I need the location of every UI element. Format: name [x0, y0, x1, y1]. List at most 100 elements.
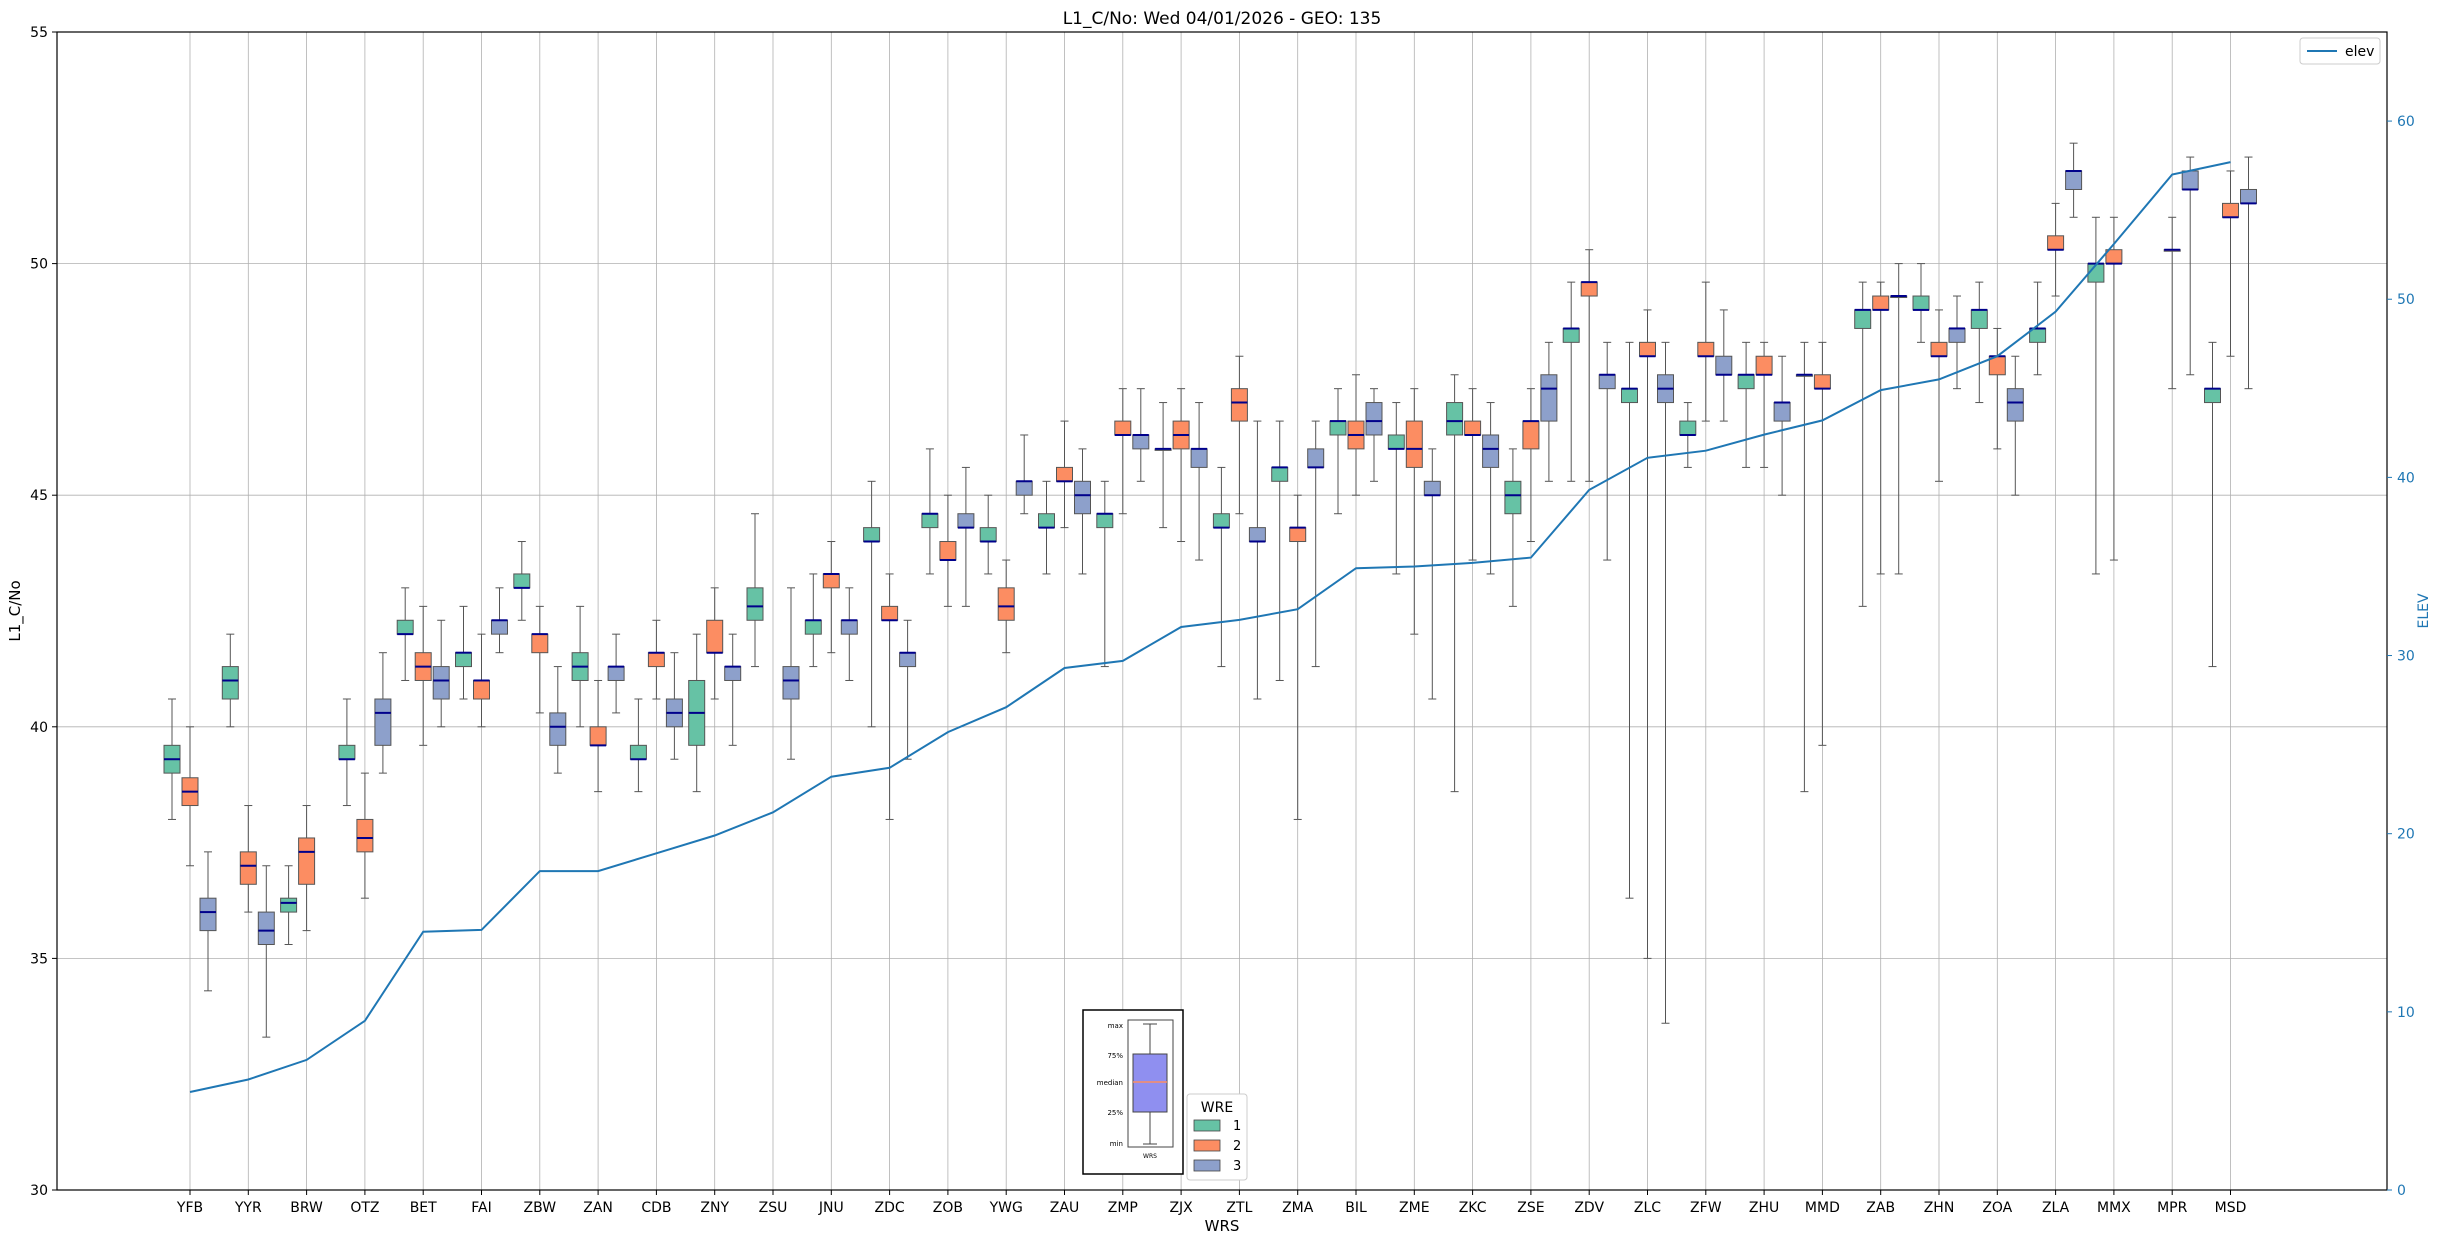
- wre-legend-label-2: 2: [1233, 1139, 1241, 1154]
- box-FAI-wre1: [455, 605, 472, 700]
- box-ZOA-wre3: [2006, 355, 2024, 496]
- box-ZAN-wre2: [589, 679, 607, 793]
- y-tick-label: 55: [30, 25, 48, 41]
- box-JNU-wre1: [804, 573, 822, 668]
- box-iqr: [822, 573, 840, 589]
- box-iqr: [921, 513, 939, 529]
- box-ZBW-wre2: [531, 605, 549, 714]
- box-ZTL-wre1: [1212, 466, 1230, 668]
- box-iqr: [1580, 281, 1598, 297]
- wre-legend: WRE 1 2 3: [1186, 1093, 1248, 1181]
- box-iqr: [199, 897, 217, 932]
- x-tick-label: ZLC: [1634, 1200, 1661, 1216]
- box-CDB-wre3: [665, 652, 683, 760]
- wre-legend-swatch-1: [1193, 1119, 1221, 1132]
- box-iqr: [491, 619, 508, 635]
- box-ZNY-wre1: [688, 633, 706, 793]
- box-iqr: [1621, 388, 1638, 404]
- y-axis-right: 0 10 20 30 40 50 60: [2387, 114, 2415, 1199]
- box-ZHU-wre1: [1737, 341, 1755, 468]
- box-ZFW-wre2: [1697, 281, 1715, 422]
- box-iqr: [1562, 327, 1580, 343]
- inset-label-max: max: [1108, 1022, 1123, 1030]
- box-ZAB-wre2: [1872, 281, 1890, 575]
- box-BET-wre3: [432, 619, 450, 728]
- x-tick-label: ZMA: [1282, 1200, 1314, 1216]
- y-axis-left: 30 35 40 45 50 55: [30, 25, 57, 1199]
- box-BET-wre1: [396, 587, 414, 681]
- y2-tick-label: 30: [2397, 649, 2415, 665]
- x-tick-label: MSD: [2215, 1200, 2247, 1216]
- wre-legend-label-3: 3: [1233, 1159, 1241, 1174]
- wre-legend-swatch-2: [1193, 1139, 1221, 1152]
- wre-legend-title: WRE: [1201, 1100, 1233, 1116]
- y2-tick-label: 0: [2397, 1183, 2406, 1199]
- box-ZLC-wre3: [1657, 341, 1674, 1024]
- box-ZLC-wre2: [1639, 309, 1656, 959]
- box-iqr: [1813, 374, 1831, 390]
- box-iqr: [899, 652, 917, 668]
- box-iqr: [473, 679, 490, 700]
- box-ZTL-wre2: [1230, 355, 1248, 515]
- x-tick-label: YFB: [176, 1200, 203, 1216]
- box-iqr: [1114, 420, 1132, 436]
- box-iqr: [804, 619, 822, 635]
- box-ZAN-wre3: [607, 633, 625, 714]
- box-ZFW-wre1: [1679, 402, 1697, 468]
- box-ZLA-wre3: [2065, 142, 2083, 218]
- box-iqr: [1190, 448, 1208, 468]
- box-iqr: [356, 818, 374, 853]
- x-tick-label: ZOB: [933, 1200, 963, 1216]
- box-iqr: [1405, 420, 1423, 468]
- box-iqr: [1639, 341, 1656, 357]
- box-iqr: [2047, 235, 2065, 251]
- box-ZMA-wre3: [1307, 420, 1325, 668]
- box-iqr: [957, 513, 975, 529]
- box-iqr: [396, 619, 414, 635]
- y2-axis-label: ELEV: [2416, 593, 2432, 628]
- box-BIL-wre2: [1347, 374, 1365, 496]
- x-tick-label: BRW: [290, 1200, 323, 1216]
- box-ZAB-wre3: [1890, 263, 1908, 575]
- x-tick-label: JNU: [818, 1200, 844, 1216]
- box-ZSU-wre1: [746, 513, 764, 668]
- box-ZDC-wre3: [899, 619, 917, 760]
- x-tick-label: OTZ: [350, 1200, 379, 1216]
- box-BIL-wre1: [1329, 388, 1347, 515]
- x-tick-label: ZAB: [1866, 1200, 1895, 1216]
- box-iqr: [1230, 388, 1248, 422]
- box-iqr: [1737, 374, 1755, 390]
- x-tick-label: ZDV: [1574, 1200, 1604, 1216]
- y2-tick-label: 20: [2397, 827, 2415, 843]
- x-tick-label: ZLA: [2042, 1200, 2070, 1216]
- box-iqr: [1715, 355, 1733, 376]
- x-tick-label: MMX: [2097, 1200, 2131, 1216]
- y-tick-label: 40: [30, 720, 48, 736]
- box-iqr: [1132, 434, 1150, 450]
- box-iqr: [1482, 434, 1500, 468]
- box-OTZ-wre2: [356, 772, 374, 899]
- inset-label-25: 25%: [1107, 1109, 1123, 1117]
- x-tick-label: ZAN: [583, 1200, 613, 1216]
- box-MPR-wre3: [2181, 156, 2199, 376]
- box-CDB-wre1: [629, 698, 647, 793]
- box-ZDC-wre1: [863, 480, 881, 728]
- box-iqr: [298, 837, 316, 885]
- box-iqr: [2006, 388, 2024, 422]
- box-iqr: [1854, 309, 1872, 329]
- box-JNU-wre2: [822, 541, 840, 654]
- box-iqr: [338, 744, 356, 760]
- box-YWG-wre1: [979, 494, 997, 575]
- box-MMD-wre2: [1813, 341, 1831, 746]
- box-ZLC-wre1: [1621, 341, 1638, 899]
- y2-tick-label: 10: [2397, 1005, 2415, 1021]
- box-iqr: [997, 587, 1015, 621]
- box-iqr: [239, 851, 257, 885]
- box-ZDV-wre1: [1562, 281, 1580, 482]
- y-tick-label: 35: [30, 951, 48, 967]
- box-ZKC-wre1: [1446, 374, 1464, 793]
- box-iqr: [1271, 466, 1289, 482]
- wre-legend-label-1: 1: [1233, 1119, 1241, 1134]
- box-ZDC-wre2: [881, 573, 899, 820]
